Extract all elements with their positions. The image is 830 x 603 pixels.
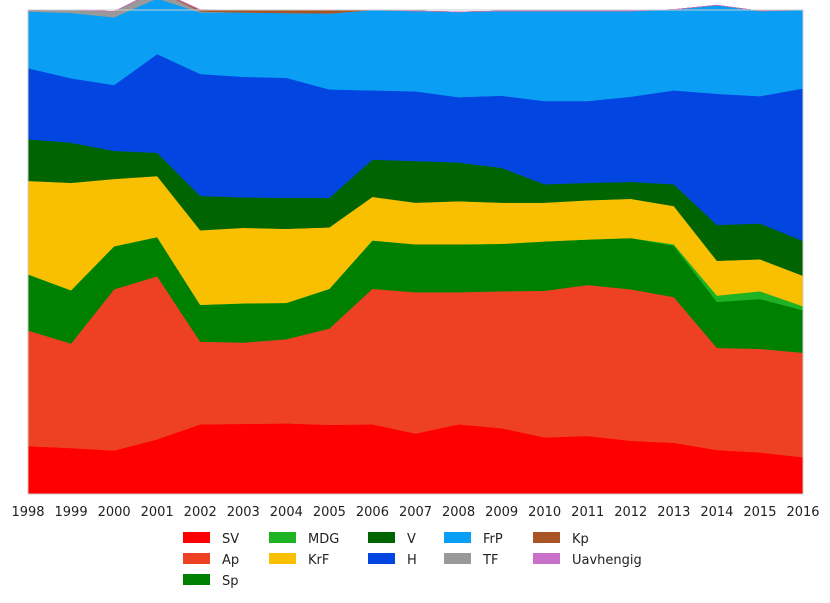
legend-swatch bbox=[444, 553, 471, 564]
legend-swatch bbox=[269, 532, 296, 543]
legend-label: MDG bbox=[308, 532, 339, 547]
x-tick-label: 2014 bbox=[700, 505, 733, 520]
legend-item-ap: Ap bbox=[183, 553, 239, 568]
legend-label: Kp bbox=[572, 532, 589, 547]
x-tick-label: 1999 bbox=[55, 505, 88, 520]
x-tick-label: 2013 bbox=[657, 505, 690, 520]
legend-label: FrP bbox=[483, 532, 503, 547]
x-tick-label: 1998 bbox=[11, 505, 44, 520]
plot-frame bbox=[27, 9, 804, 495]
legend-swatch bbox=[444, 532, 471, 543]
legend-item-mdg: MDG bbox=[269, 532, 339, 547]
legend-label: Uavhengig bbox=[572, 553, 642, 568]
legend-swatch bbox=[183, 553, 210, 564]
legend-item-v: V bbox=[368, 532, 416, 547]
legend-item-sv: SV bbox=[183, 532, 239, 547]
legend-item-uavhengig: Uavhengig bbox=[533, 553, 642, 568]
legend-swatch bbox=[183, 574, 210, 585]
legend-label: TF bbox=[482, 553, 498, 568]
x-tick-label: 2004 bbox=[270, 505, 303, 520]
x-tick-label: 2016 bbox=[786, 505, 819, 520]
legend-item-tf: TF bbox=[444, 553, 498, 568]
legend-swatch bbox=[269, 553, 296, 564]
legend-swatch bbox=[533, 553, 560, 564]
x-tick-label: 2003 bbox=[227, 505, 260, 520]
x-tick-label: 2008 bbox=[442, 505, 475, 520]
x-tick-label: 2015 bbox=[743, 505, 776, 520]
legend-swatch bbox=[183, 532, 210, 543]
legend-label: Sp bbox=[222, 574, 239, 589]
x-tick-label: 2000 bbox=[98, 505, 131, 520]
legend-swatch bbox=[368, 553, 395, 564]
x-tick-label: 2010 bbox=[528, 505, 561, 520]
legend-item-h: H bbox=[368, 553, 417, 568]
x-tick-label: 2002 bbox=[184, 505, 217, 520]
legend-swatch bbox=[368, 532, 395, 543]
legend-label: Ap bbox=[222, 553, 239, 568]
legend-swatch bbox=[533, 532, 560, 543]
legend-label: KrF bbox=[308, 553, 329, 568]
x-tick-label: 2012 bbox=[614, 505, 647, 520]
x-tick-label: 2011 bbox=[571, 505, 604, 520]
legend-label: H bbox=[407, 553, 417, 568]
area-series-group bbox=[27, 0, 804, 495]
legend-label: V bbox=[407, 532, 416, 547]
legend-item-sp: Sp bbox=[183, 574, 239, 589]
legend-label: SV bbox=[222, 532, 239, 547]
x-tick-label: 2009 bbox=[485, 505, 518, 520]
x-axis-ticks: 1998 1999 2000 2001 2002 2003 2004 2005 2006 2007… bbox=[11, 505, 819, 520]
x-tick-label: 2006 bbox=[356, 505, 389, 520]
x-tick-label: 2001 bbox=[141, 505, 174, 520]
x-tick-label: 2007 bbox=[399, 505, 432, 520]
legend-item-kp: Kp bbox=[533, 532, 589, 547]
legend-item-krf: KrF bbox=[269, 553, 329, 568]
legend: SV Ap Sp MDG KrF VH FrP TF Kp Uavhengig bbox=[183, 532, 642, 589]
x-tick-label: 2005 bbox=[313, 505, 346, 520]
legend-item-frp: FrP bbox=[444, 532, 503, 547]
